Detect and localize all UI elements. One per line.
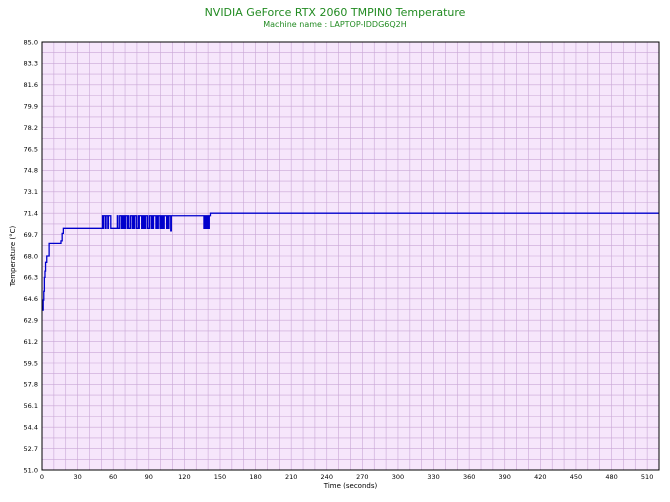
y-tick-label: 78.2	[24, 124, 38, 132]
x-tick-label: 270	[356, 473, 368, 481]
y-tick-label: 71.4	[24, 210, 38, 218]
x-tick-label: 0	[40, 473, 44, 481]
series-line	[41, 212, 659, 311]
y-tick-label: 73.1	[24, 188, 38, 196]
x-tick-label: 480	[605, 473, 617, 481]
x-tick-label: 420	[534, 473, 546, 481]
x-tick-label: 120	[178, 473, 190, 481]
x-tick-label: 360	[463, 473, 475, 481]
y-tick-label: 57.8	[24, 381, 38, 389]
chart-subtitle: Machine name : LAPTOP-IDDG6Q2H	[263, 20, 407, 29]
y-tick-label: 62.9	[24, 317, 38, 325]
y-axis-ticks: 85.0 83.3 81.6 79.9 78.2 76.5 74.8 73.1 71.4 69.7…	[24, 38, 38, 474]
y-tick-label: 51.0	[24, 466, 38, 474]
x-tick-label: 510	[641, 473, 653, 481]
y-tick-label: 59.5	[24, 359, 38, 367]
x-tick-label: 300	[392, 473, 404, 481]
y-tick-label: 76.5	[24, 145, 38, 153]
y-tick-label: 81.6	[24, 81, 38, 89]
x-tick-label: 30	[73, 473, 81, 481]
x-tick-label: 330	[427, 473, 439, 481]
y-tick-label: 56.1	[24, 402, 38, 410]
y-tick-label: 68.0	[24, 252, 38, 260]
y-tick-label: 54.4	[24, 424, 38, 432]
y-tick-label: 85.0	[24, 38, 38, 46]
x-tick-label: 90	[145, 473, 153, 481]
y-tick-label: 52.7	[24, 445, 38, 453]
x-tick-label: 240	[321, 473, 333, 481]
grid	[42, 42, 659, 470]
x-tick-label: 150	[214, 473, 226, 481]
chart-title: NVIDIA GeForce RTX 2060 TMPIN0 Temperatu…	[204, 6, 466, 19]
y-tick-label: 66.3	[24, 274, 38, 282]
x-tick-label: 390	[499, 473, 511, 481]
y-tick-label: 61.2	[24, 338, 38, 346]
x-tick-label: 450	[570, 473, 582, 481]
y-tick-label: 74.8	[24, 167, 38, 175]
y-axis-label: Temperature (°C)	[9, 226, 17, 288]
x-axis-ticks: 0 30 60 90 120 150 180 210 240 270 300 330 360 390 420…	[40, 473, 653, 481]
plot-frame	[41, 41, 660, 471]
x-tick-label: 180	[249, 473, 261, 481]
x-tick-label: 210	[285, 473, 297, 481]
y-tick-label: 64.6	[24, 295, 38, 303]
y-tick-label: 79.9	[24, 103, 38, 111]
x-tick-label: 60	[109, 473, 117, 481]
y-tick-label: 83.3	[24, 60, 38, 68]
x-axis-label: Time (seconds)	[323, 482, 378, 490]
y-tick-label: 69.7	[24, 231, 38, 239]
